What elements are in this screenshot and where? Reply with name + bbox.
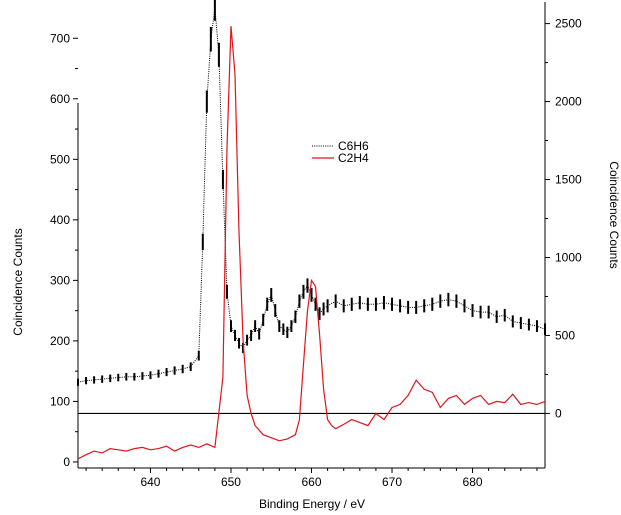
y-left-tick-label: 100 bbox=[50, 394, 70, 408]
y-right-tick-label: 2000 bbox=[555, 95, 582, 109]
y-left-tick-label: 600 bbox=[50, 92, 70, 106]
x-tick-label: 660 bbox=[301, 475, 321, 489]
y-right-tick-label: 0 bbox=[555, 406, 562, 420]
legend: C6H6 C2H4 bbox=[312, 139, 369, 165]
legend-label-c6h6: C6H6 bbox=[338, 139, 369, 153]
y-right-tick-label: 500 bbox=[555, 328, 575, 342]
x-tick-label: 680 bbox=[463, 475, 483, 489]
y-right-tick-label: 2500 bbox=[555, 17, 582, 31]
y-left-tick-label: 300 bbox=[50, 273, 70, 287]
y-right-tick-label: 1000 bbox=[555, 250, 582, 264]
y-left-tick-label: 0 bbox=[63, 455, 70, 469]
series-line-c2h4 bbox=[77, 26, 546, 460]
y-left-tick-label: 700 bbox=[50, 31, 70, 45]
series-line-c6h6 bbox=[77, 7, 546, 383]
legend-label-c2h4: C2H4 bbox=[338, 151, 369, 165]
axes: 640 650 660 670 680 0 100 200 300 400 500 600 700 0 50… bbox=[50, 2, 582, 489]
x-tick-label: 670 bbox=[382, 475, 402, 489]
y-axis-title-left: Coincidence Counts bbox=[11, 228, 25, 335]
y-left-tick-label: 500 bbox=[50, 152, 70, 166]
x-axis-title: Binding Energy / eV bbox=[259, 497, 365, 511]
y-axis-title-right: Coincidence Counts bbox=[607, 161, 621, 268]
x-tick-label: 650 bbox=[221, 475, 241, 489]
y-left-tick-label: 400 bbox=[50, 213, 70, 227]
x-tick-label: 640 bbox=[140, 475, 160, 489]
y-left-tick-label: 200 bbox=[50, 334, 70, 348]
y-right-tick-label: 1500 bbox=[555, 173, 582, 187]
series-group bbox=[77, 0, 546, 460]
